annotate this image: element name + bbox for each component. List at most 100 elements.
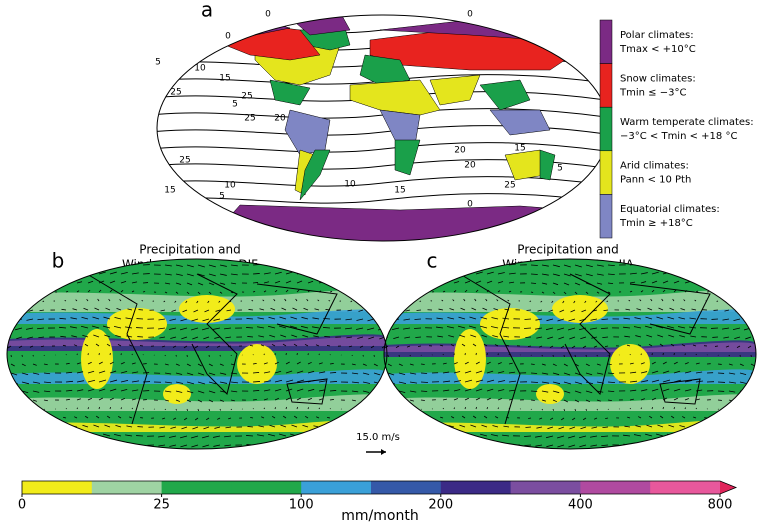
wind-vector — [362, 264, 370, 267]
wind-vector — [508, 290, 512, 293]
wind-vector — [262, 299, 265, 302]
wind-vector — [351, 282, 358, 285]
wind-vector — [409, 363, 414, 366]
wind-vector — [442, 371, 450, 374]
colorbar-segment — [580, 481, 651, 494]
wind-vector — [486, 370, 494, 374]
wind-vector — [552, 273, 560, 277]
wind-vector — [226, 309, 232, 312]
wind-vector — [246, 318, 254, 320]
wind-vector — [174, 300, 177, 303]
wind-vector — [728, 381, 737, 384]
wind-vector — [7, 435, 12, 439]
wind-vector — [437, 335, 444, 338]
wind-vector — [530, 381, 539, 383]
wind-vector — [164, 399, 169, 402]
wind-vector — [453, 398, 459, 401]
wind-vector — [557, 318, 565, 322]
wind-vector — [7, 417, 12, 421]
wind-vector — [569, 336, 576, 340]
wind-vector — [633, 326, 642, 329]
contour-label: 5 — [155, 58, 161, 68]
wind-vector — [366, 327, 375, 331]
wind-vector — [329, 381, 338, 383]
wind-vector — [395, 417, 400, 421]
wind-vector — [87, 397, 93, 401]
wind-vector — [92, 316, 100, 320]
contour-label: 25 — [504, 181, 515, 191]
wind-vector — [560, 345, 565, 349]
wind-vector — [505, 344, 510, 347]
wind-vector — [541, 381, 550, 384]
wind-vector — [684, 281, 691, 284]
wind-vector — [497, 398, 503, 401]
wind-vector — [219, 363, 224, 366]
wind-vector — [549, 345, 554, 349]
wind-vector — [508, 389, 516, 392]
wind-vector — [60, 335, 67, 338]
contour-label: 0 — [467, 200, 473, 210]
wind-vector — [252, 282, 259, 284]
wind-vector — [10, 273, 18, 277]
wind-vector — [539, 417, 543, 420]
wind-vector — [18, 345, 23, 349]
wind-vector — [131, 380, 140, 383]
wind-vector — [346, 336, 353, 339]
wind-vector — [667, 316, 675, 320]
wind-vector — [104, 334, 111, 338]
wind-vector — [296, 370, 304, 374]
wind-vector — [384, 399, 387, 403]
wind-vector — [304, 343, 309, 347]
wind-vector — [680, 308, 686, 311]
wind-vector — [295, 298, 298, 302]
wind-vector — [380, 309, 386, 313]
wind-vector — [95, 415, 100, 419]
wind-vector — [574, 399, 580, 403]
wind-vector — [640, 389, 648, 392]
wind-vector — [563, 291, 567, 295]
wind-vector — [347, 309, 353, 312]
wind-vector — [109, 361, 114, 365]
wind-vector — [76, 281, 83, 284]
wind-vector — [402, 327, 411, 330]
wind-vector — [21, 291, 25, 295]
wind-vector — [219, 381, 228, 384]
wind-vector — [601, 318, 609, 320]
contour-label: 10 — [194, 64, 206, 74]
precip-patch — [454, 329, 486, 389]
wind-vector — [329, 372, 337, 374]
wind-vector — [695, 389, 703, 392]
wind-vector — [743, 435, 752, 439]
wind-vector — [76, 371, 84, 374]
wind-vector — [350, 300, 353, 303]
contour-label: 0 — [265, 10, 271, 20]
wind-vector — [109, 397, 115, 401]
wind-vector — [634, 443, 642, 446]
wind-vector — [104, 424, 111, 428]
wind-vector — [296, 289, 300, 293]
wind-vector — [448, 425, 455, 428]
wind-vector — [453, 263, 461, 266]
wind-vector — [42, 300, 45, 303]
wind-vector — [387, 264, 395, 268]
wind-vector — [346, 426, 353, 429]
wind-vector — [459, 334, 466, 338]
wind-vector — [65, 398, 70, 401]
wind-vector — [684, 263, 692, 266]
wind-vector — [397, 300, 400, 303]
wind-vector — [87, 280, 94, 284]
wind-vector — [125, 434, 133, 437]
wind-vector — [681, 344, 686, 347]
wind-vector — [274, 280, 281, 284]
wind-vector — [552, 399, 558, 403]
wind-vector — [27, 426, 34, 429]
wind-vector — [307, 397, 313, 401]
wind-vector — [442, 362, 447, 365]
wind-vector — [739, 282, 746, 286]
wind-vector — [324, 426, 331, 428]
wind-vector — [131, 407, 133, 410]
wind-vector — [436, 443, 444, 446]
wind-vector — [197, 291, 201, 295]
wind-vector — [248, 309, 254, 311]
wind-vector — [508, 272, 516, 275]
